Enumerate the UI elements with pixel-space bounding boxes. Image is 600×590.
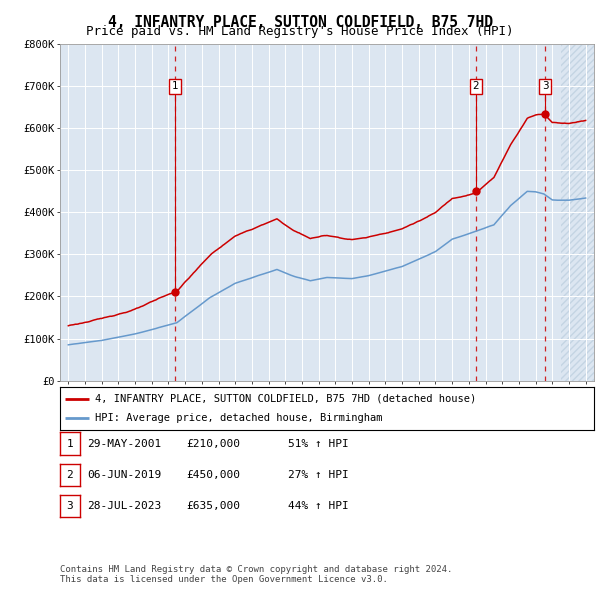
Text: 28-JUL-2023: 28-JUL-2023 bbox=[87, 502, 161, 511]
Text: Price paid vs. HM Land Registry's House Price Index (HPI): Price paid vs. HM Land Registry's House … bbox=[86, 25, 514, 38]
Text: 2: 2 bbox=[473, 81, 479, 91]
Text: £450,000: £450,000 bbox=[186, 470, 240, 480]
Text: 1: 1 bbox=[67, 439, 73, 448]
Bar bbox=[560, 44, 594, 381]
Text: 06-JUN-2019: 06-JUN-2019 bbox=[87, 470, 161, 480]
Text: 29-MAY-2001: 29-MAY-2001 bbox=[87, 439, 161, 448]
Text: 3: 3 bbox=[542, 81, 548, 91]
Text: 3: 3 bbox=[67, 502, 73, 511]
Text: £635,000: £635,000 bbox=[186, 502, 240, 511]
Text: 51% ↑ HPI: 51% ↑ HPI bbox=[288, 439, 349, 448]
Text: Contains HM Land Registry data © Crown copyright and database right 2024.
This d: Contains HM Land Registry data © Crown c… bbox=[60, 565, 452, 584]
Text: 44% ↑ HPI: 44% ↑ HPI bbox=[288, 502, 349, 511]
Text: 4, INFANTRY PLACE, SUTTON COLDFIELD, B75 7HD (detached house): 4, INFANTRY PLACE, SUTTON COLDFIELD, B75… bbox=[95, 394, 476, 404]
Text: 4, INFANTRY PLACE, SUTTON COLDFIELD, B75 7HD: 4, INFANTRY PLACE, SUTTON COLDFIELD, B75… bbox=[107, 15, 493, 30]
Text: 1: 1 bbox=[172, 81, 179, 91]
Text: 27% ↑ HPI: 27% ↑ HPI bbox=[288, 470, 349, 480]
Text: £210,000: £210,000 bbox=[186, 439, 240, 448]
Text: 2: 2 bbox=[67, 470, 73, 480]
Text: HPI: Average price, detached house, Birmingham: HPI: Average price, detached house, Birm… bbox=[95, 413, 382, 423]
